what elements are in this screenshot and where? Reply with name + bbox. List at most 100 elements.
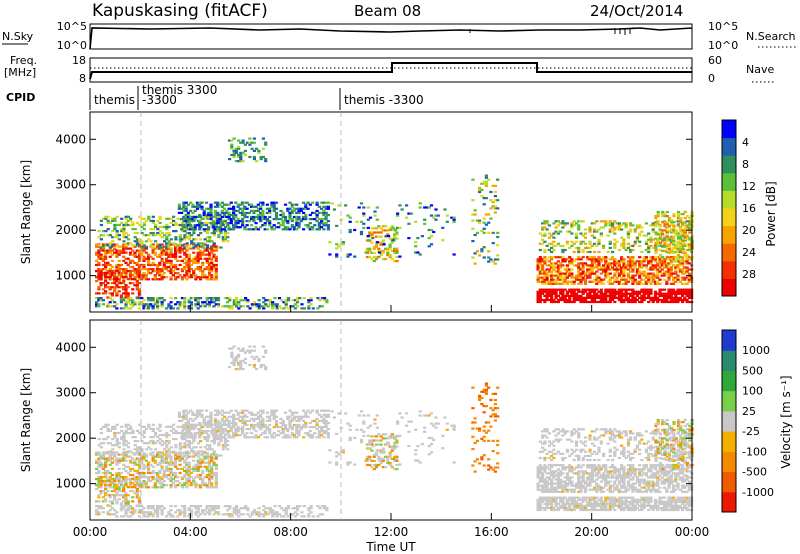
echo-cell: [169, 455, 173, 458]
echo-cell: [669, 268, 673, 271]
echo-cell: [199, 232, 203, 235]
echo-cell: [230, 145, 234, 148]
echo-cell: [172, 438, 176, 441]
echo-cell: [496, 178, 500, 181]
echo-cell: [550, 246, 554, 249]
echo-cell: [229, 409, 233, 412]
echo-cell: [227, 415, 231, 418]
echo-cell: [295, 299, 300, 302]
echo-cell: [592, 260, 597, 263]
echo-cell: [135, 232, 140, 235]
echo-cell: [563, 268, 567, 271]
echo-cell: [151, 442, 155, 445]
echo-cell: [654, 231, 658, 234]
echo-cell: [581, 272, 585, 275]
echo-cell: [158, 454, 162, 457]
echo-cell: [304, 411, 308, 414]
echo-cell: [146, 268, 151, 271]
echo-cell: [95, 270, 99, 273]
echo-cell: [234, 421, 238, 425]
nave-tick-bottom: 0: [708, 72, 715, 85]
echo-cell: [115, 451, 119, 454]
echo-cell: [595, 292, 599, 295]
echo-cell: [574, 274, 579, 277]
echo-cell: [550, 280, 554, 283]
echo-cell: [140, 247, 144, 250]
echo-cell: [674, 243, 678, 246]
echo-cell: [295, 224, 299, 227]
echo-cell: [676, 264, 680, 267]
echo-cell: [679, 245, 683, 248]
echo-cell: [326, 428, 331, 431]
echo-cell: [473, 252, 477, 255]
echo-cell: [227, 215, 231, 219]
echo-cell: [214, 249, 218, 252]
echo-cell: [99, 272, 103, 275]
echo-cell: [297, 207, 301, 210]
echo-cell: [683, 288, 687, 291]
echo-cell: [556, 278, 561, 281]
echo-cell: [160, 440, 164, 443]
echo-cell: [198, 465, 203, 468]
echo-cell: [482, 231, 486, 234]
echo-cell: [320, 415, 324, 418]
echo-cell: [193, 413, 197, 416]
echo-cell: [620, 260, 624, 263]
echo-cell: [676, 296, 680, 299]
echo-cell: [201, 244, 205, 247]
echo-cell: [259, 413, 263, 416]
echo-cell: [638, 274, 642, 277]
echo-cell: [104, 251, 108, 254]
echo-cell: [608, 296, 612, 299]
echo-cell: [311, 218, 315, 221]
echo-cell: [210, 476, 214, 479]
echo-cell: [210, 276, 214, 279]
cpid-label: CPID: [6, 91, 35, 104]
echo-cell: [563, 288, 567, 291]
echo-cell: [149, 268, 153, 271]
echo-cell: [667, 292, 671, 295]
echo-cell: [227, 226, 231, 229]
echo-cell: [113, 269, 117, 272]
echo-cell: [324, 421, 328, 425]
echo-cell: [556, 256, 561, 259]
echo-cell: [182, 409, 186, 412]
echo-cell: [167, 253, 171, 256]
echo-cell: [122, 228, 126, 231]
echo-cell: [124, 440, 128, 443]
echo-cell: [205, 484, 209, 487]
echo-cell: [570, 300, 574, 304]
echo-cell: [165, 246, 169, 249]
echo-cell: [234, 220, 238, 223]
echo-cell: [604, 260, 608, 263]
echo-cell: [156, 453, 160, 456]
echo-cell: [104, 479, 108, 482]
echo-cell: [487, 221, 491, 224]
echo-cell: [115, 440, 119, 443]
echo-cell: [117, 259, 121, 262]
echo-cell: [158, 438, 162, 441]
echo-cell: [218, 411, 222, 414]
echo-cell: [243, 434, 247, 437]
echo-cell: [160, 433, 164, 437]
echo-cell: [108, 496, 112, 499]
echo-cell: [306, 434, 310, 437]
echo-cell: [219, 454, 223, 457]
echo-cell: [201, 452, 205, 455]
echo-cell: [191, 211, 195, 214]
echo-cell: [124, 444, 128, 447]
echo-cell: [326, 228, 331, 231]
echo-cell: [480, 248, 484, 251]
echo-cell: [583, 228, 588, 231]
echo-cell: [629, 276, 633, 279]
echo-cell: [222, 415, 227, 418]
echo-cell: [238, 428, 242, 431]
echo-cell: [611, 276, 615, 279]
echo-cell: [207, 251, 212, 254]
echo-cell: [241, 151, 245, 154]
echo-cell: [158, 425, 162, 428]
echo-cell: [259, 207, 263, 210]
echo-cell: [227, 211, 231, 214]
echo-cell: [478, 188, 482, 192]
echo-cell: [672, 213, 676, 216]
